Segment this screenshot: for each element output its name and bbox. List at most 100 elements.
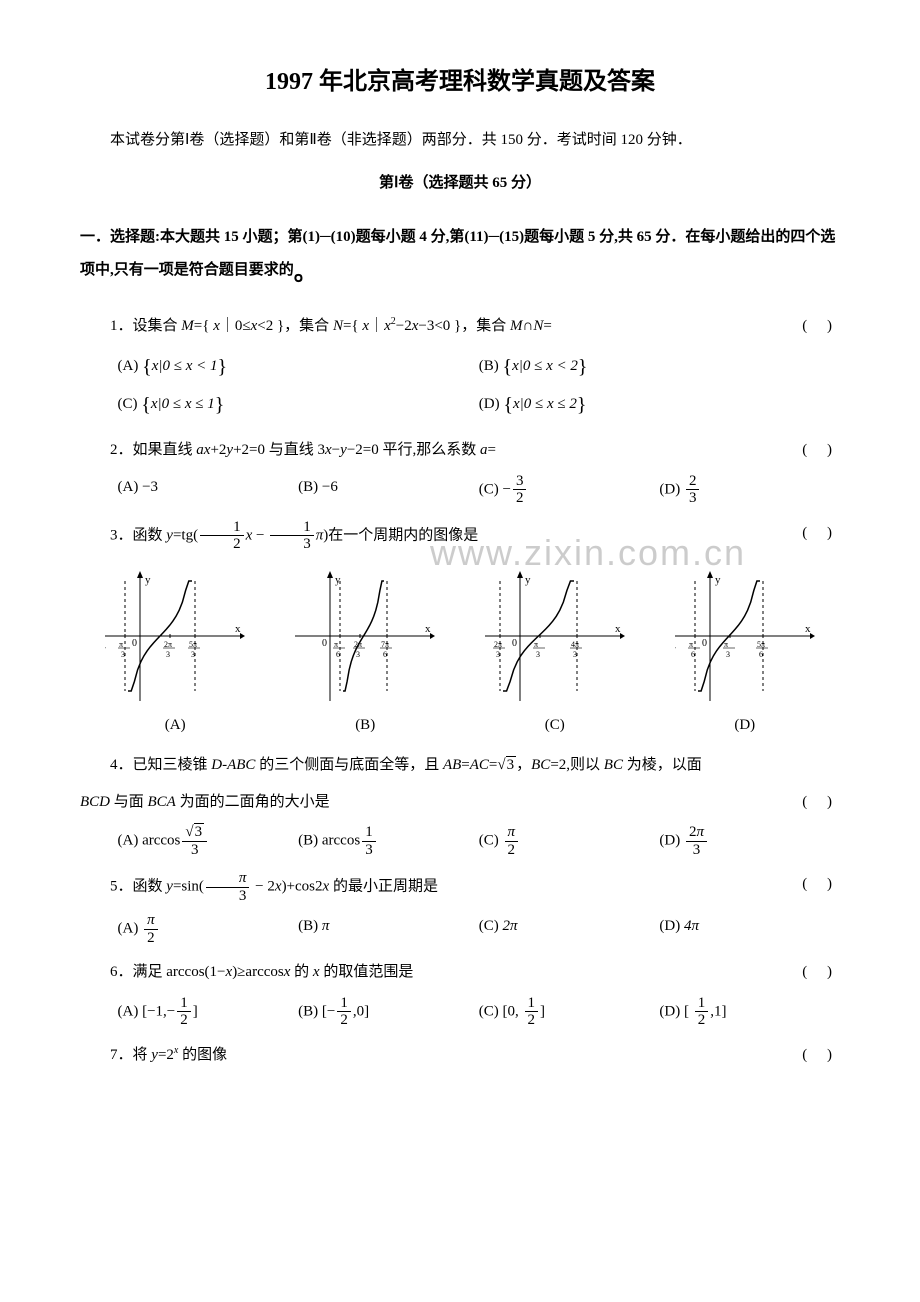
q1-B: x|0 ≤ x < 2 — [512, 358, 578, 374]
svg-text:5π: 5π — [189, 640, 197, 649]
svg-text:x: x — [805, 623, 811, 635]
q2D-l: (D) — [659, 481, 680, 497]
question-7: 7．将 y=2x 的图像 ( ) — [80, 1041, 840, 1070]
svg-text:y: y — [335, 574, 341, 586]
q4-tc: = — [461, 757, 469, 773]
q6-td: 的取值范围是 — [320, 964, 414, 980]
svg-text:π: π — [334, 640, 338, 649]
question-4: 4．已知三棱锥 D-ABC 的三个侧面与底面全等，且 AB=AC=√3，BC=2… — [80, 751, 840, 780]
q4-ab: AB — [443, 757, 461, 773]
svg-text:x: x — [425, 623, 431, 635]
q2-x2: x — [325, 442, 332, 458]
page-title: 1997 年北京高考理科数学真题及答案 — [80, 60, 840, 106]
q5-y: y — [166, 879, 173, 895]
svg-text:3: 3 — [191, 650, 195, 659]
q6-x3: x — [313, 964, 320, 980]
svg-text:3: 3 — [121, 650, 125, 659]
svg-text:y: y — [145, 574, 151, 586]
opt-c-label: (C) — [118, 396, 138, 412]
question-2: 2．如果直线 ax+2y+2=0 与直线 3x−y−2=0 平行,那么系数 a=… — [80, 436, 840, 465]
q6-opt-a: (A) [−1,−12] — [118, 995, 299, 1029]
svg-text:3: 3 — [496, 650, 500, 659]
q1-N: N — [333, 318, 343, 334]
svg-text:π: π — [724, 640, 728, 649]
q4-ti: 为面的二面角的大小是 — [176, 794, 330, 810]
q1-tb: ={ — [194, 318, 213, 334]
q4A-l: (A) — [118, 833, 139, 849]
q6-paren: ( ) — [772, 958, 840, 987]
q1-opt-a: (A) {x|0 ≤ x < 1} — [118, 348, 479, 386]
svg-text:4π: 4π — [571, 640, 579, 649]
svg-text:3: 3 — [356, 650, 360, 659]
svg-text:0: 0 — [512, 638, 517, 649]
q5-tc: )+cos2 — [282, 879, 323, 895]
svg-text:3: 3 — [536, 650, 540, 659]
svg-text:7π: 7π — [381, 640, 389, 649]
q2-y2: y — [340, 442, 347, 458]
question-1: 1．设集合 M={ x｜0≤x<2 }，集合 N={ x｜x2−2x−3<0 }… — [80, 312, 840, 341]
svg-text:5π: 5π — [757, 640, 765, 649]
q2-paren: ( ) — [772, 436, 840, 465]
q1-M: M — [181, 318, 194, 334]
svg-text:0: 0 — [132, 638, 137, 649]
q2A-l: (A) — [118, 479, 139, 495]
q4-te: ， — [516, 757, 531, 773]
q1-tc: ｜0≤ — [220, 318, 251, 334]
question-5: 5．函数 y=sin(π3 − 2x)+cos2x 的最小正周期是 ( ) — [80, 870, 840, 904]
q4-bc: BC — [531, 757, 550, 773]
q7-paren: ( ) — [772, 1041, 840, 1070]
svg-text:3: 3 — [573, 650, 577, 659]
q2B-l: (B) — [298, 479, 318, 495]
q1-x4: x — [384, 318, 391, 334]
q4-line2: BCD 与面 BCA 为面的二面角的大小是 ( ) — [80, 788, 840, 817]
q1-tg: −2 — [396, 318, 412, 334]
q2B-v: −6 — [322, 479, 338, 495]
q6-opt-d: (D) [ 12,1] — [659, 995, 840, 1029]
q3-tb: =tg( — [173, 527, 198, 543]
svg-text:6: 6 — [383, 650, 387, 659]
q3-y: y — [166, 527, 173, 543]
q4-tf: =2,则以 — [550, 757, 603, 773]
q3-graphs: yx0-π32π35π3yx0π62π37π6yx0-2π3π34π3yx0-π… — [80, 571, 840, 701]
q2-td: − — [332, 442, 340, 458]
q2-te: −2=0 平行,那么系数 — [347, 442, 480, 458]
question-6: 6．满足 arccos(1−x)≥arccosx 的 x 的取值范围是 ( ) — [80, 958, 840, 987]
section-header: 第Ⅰ卷（选择题共 65 分） — [80, 169, 840, 198]
q6-opt-c: (C) [0, 12] — [479, 995, 660, 1029]
q1-x1: x — [213, 318, 220, 334]
q5-tb: =sin( — [173, 879, 204, 895]
svg-text:0: 0 — [702, 638, 707, 649]
q6B-l: (B) — [298, 1003, 318, 1019]
svg-text:3: 3 — [166, 650, 170, 659]
q5-ta: 5．函数 — [110, 879, 166, 895]
q1-options: (A) {x|0 ≤ x < 1} (B) {x|0 ≤ x < 2} (C) … — [118, 348, 841, 424]
q3-graph-labels: (A) (B) (C) (D) — [80, 711, 840, 740]
q5-td: 的最小正周期是 — [329, 879, 438, 895]
q1-text: 1．设集合 — [110, 318, 181, 334]
opt-b-label: (B) — [479, 358, 499, 374]
q2-tc: +2=0 与直线 3 — [233, 442, 325, 458]
opt-a-label: (A) — [118, 358, 139, 374]
q6-tb: )≥arccos — [232, 964, 284, 980]
q4-opt-c: (C) π2 — [479, 824, 660, 858]
tan-graph: yx0-π6π35π6 — [675, 571, 815, 701]
q2A-v: −3 — [142, 479, 158, 495]
q2-options: (A) −3 (B) −6 (C) −32 (D) 23 — [118, 473, 841, 507]
q6C-l: (C) — [479, 1003, 499, 1019]
q4-paren: ( ) — [802, 788, 840, 817]
intro-text: 本试卷分第Ⅰ卷（选择题）和第Ⅱ卷（非选择题）两部分．共 150 分．考试时间 1… — [80, 126, 840, 155]
gl-a: (A) — [165, 711, 186, 740]
q1-ti: ∩ — [523, 318, 534, 334]
q6-options: (A) [−1,−12] (B) [−12,0] (C) [0, 12] (D)… — [118, 995, 841, 1029]
q1-M2: M — [510, 318, 523, 334]
q6D-l: (D) — [659, 1003, 680, 1019]
q2-opt-b: (B) −6 — [298, 473, 479, 507]
q4B-l: (B) — [298, 833, 318, 849]
svg-text:0: 0 — [322, 638, 327, 649]
svg-text:-: - — [675, 642, 676, 652]
instruction-dot: 。 — [294, 260, 318, 286]
q4-dabc: D-ABC — [211, 757, 255, 773]
q4-bca: BCA — [148, 794, 176, 810]
q2-ta: 2．如果直线 — [110, 442, 196, 458]
q4-opt-b: (B) arccos13 — [298, 824, 479, 858]
